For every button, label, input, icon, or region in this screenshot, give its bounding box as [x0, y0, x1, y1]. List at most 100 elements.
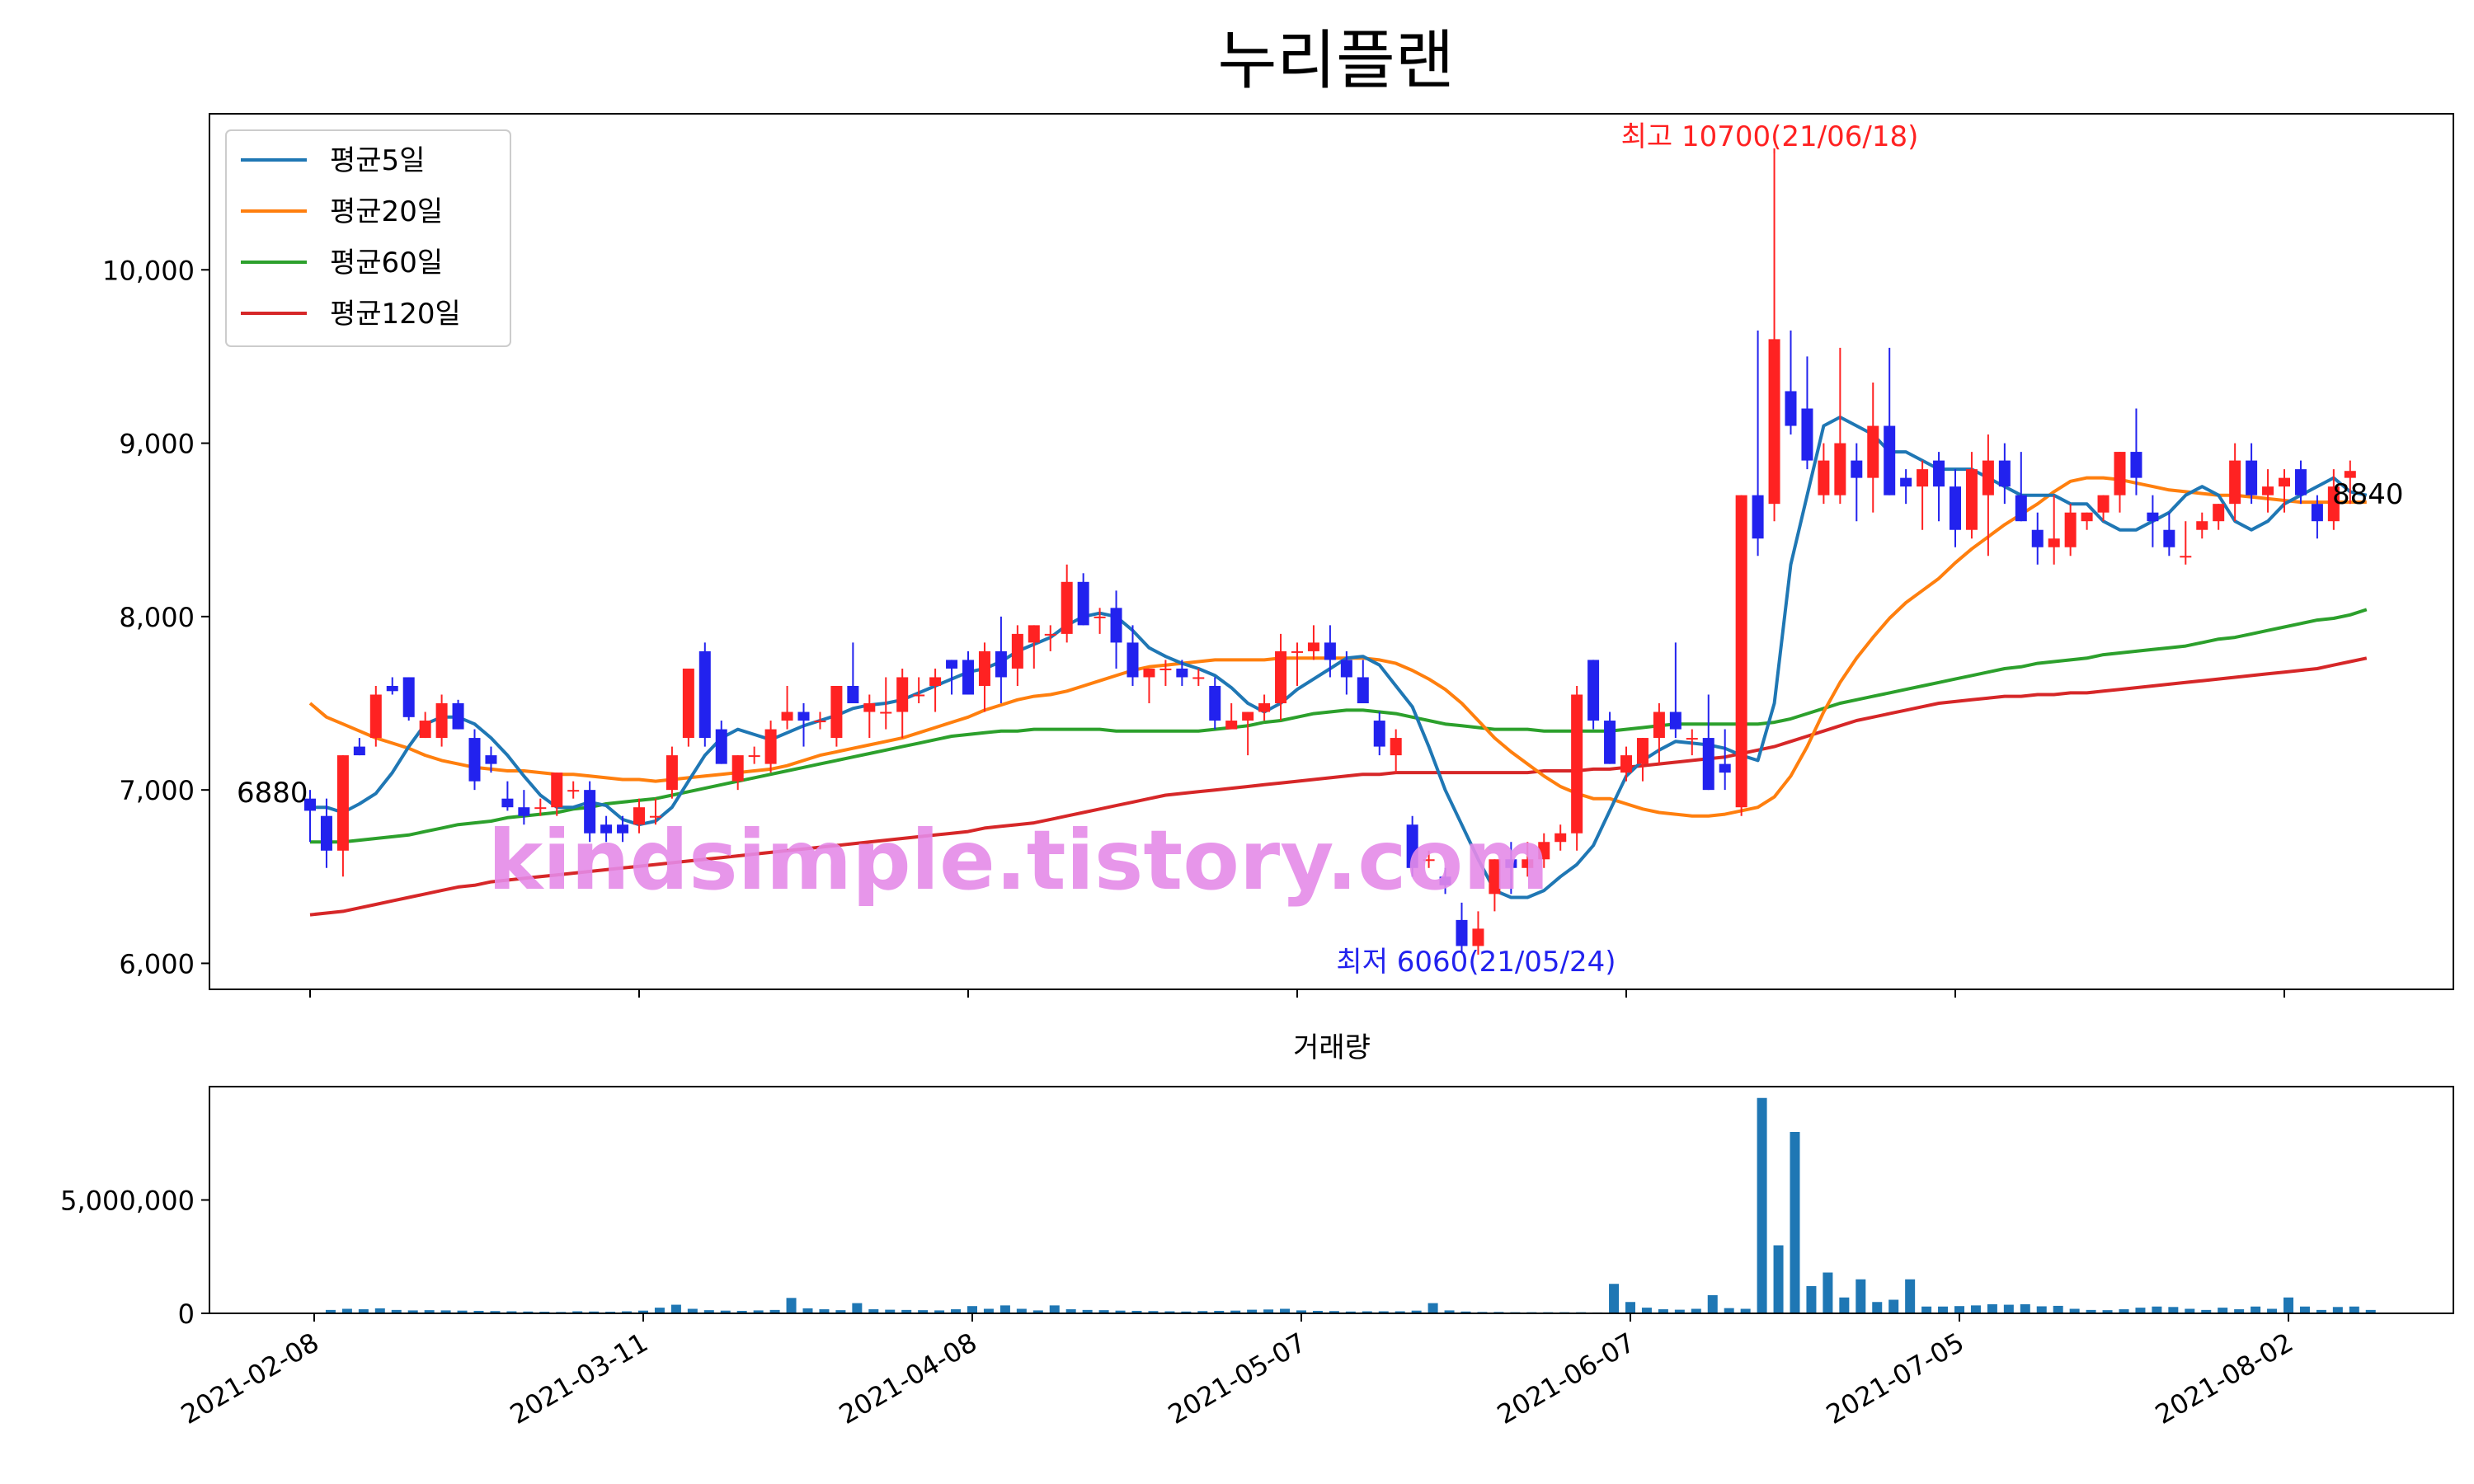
- volume-bar: [1115, 1310, 1126, 1313]
- candle-body: [2311, 504, 2323, 522]
- candle-body: [1324, 642, 1336, 660]
- volume-bar: [1839, 1297, 1850, 1313]
- candle: [1456, 902, 1468, 953]
- candle-body: [2015, 495, 2027, 522]
- candle: [369, 685, 382, 747]
- volume-bar: [1148, 1311, 1159, 1313]
- price-y-tick-label: 10,000: [102, 255, 195, 286]
- candle-body: [666, 755, 678, 791]
- candle-body: [419, 721, 431, 739]
- candle-body: [468, 738, 481, 782]
- volume-bar: [736, 1310, 747, 1313]
- volume-bar: [1707, 1295, 1718, 1313]
- candle: [1933, 452, 1945, 522]
- candle-body: [386, 685, 398, 692]
- candle: [1011, 625, 1023, 686]
- candle: [1307, 625, 1319, 660]
- candle: [419, 711, 431, 739]
- candle-body: [649, 815, 661, 818]
- price-y-tick-label: 7,000: [119, 775, 195, 806]
- candle-body: [978, 650, 990, 686]
- volume-bar: [1970, 1305, 1981, 1313]
- candle: [534, 798, 547, 816]
- candle-body: [320, 815, 332, 851]
- candle-body: [1094, 616, 1106, 618]
- volume-bar: [835, 1310, 846, 1313]
- volume-bar: [1724, 1308, 1734, 1313]
- volume-bar: [868, 1309, 879, 1313]
- volume-bar: [1164, 1311, 1175, 1313]
- volume-bar: [1806, 1286, 1817, 1313]
- candle: [1735, 495, 1747, 816]
- volume-bar: [407, 1310, 418, 1313]
- candle-body: [1818, 460, 1830, 495]
- candle-body: [2262, 486, 2274, 495]
- candle: [698, 642, 711, 747]
- candle: [1587, 660, 1600, 730]
- candle-body: [485, 755, 497, 764]
- price-axes: 6,000 7,000 8,000 9,000 10,000 최고 10700(21/0…: [102, 113, 2454, 998]
- candle: [304, 790, 316, 843]
- volume-bar: [1082, 1309, 1093, 1313]
- volume-bar: [1460, 1311, 1471, 1313]
- volume-bar: [687, 1308, 698, 1313]
- volume-bar: [473, 1310, 484, 1313]
- candle: [814, 711, 826, 730]
- volume-bar: [1181, 1311, 1192, 1313]
- volume-bar: [2316, 1309, 2326, 1313]
- candle: [2213, 504, 2225, 530]
- volume-y-tick-label: 5,000,000: [60, 1186, 195, 1217]
- volume-bar: [2036, 1306, 2047, 1313]
- volume-bar: [1888, 1299, 1899, 1313]
- volume-bar: [2349, 1306, 2359, 1313]
- candle-body: [1176, 668, 1188, 678]
- volume-bar: [1296, 1310, 1306, 1313]
- candle: [2048, 495, 2060, 565]
- candle-body: [2064, 512, 2077, 547]
- volume-y-ticks: 0 5,000,000: [60, 1186, 209, 1330]
- candle: [1110, 590, 1122, 669]
- candle: [2130, 408, 2142, 495]
- candle-body: [1653, 711, 1665, 739]
- candle-body: [1258, 703, 1271, 712]
- candle: [2279, 469, 2290, 513]
- candle-body: [962, 660, 974, 695]
- candle-body: [1242, 711, 1254, 721]
- volume-bar: [1329, 1311, 1339, 1313]
- candle: [1472, 911, 1484, 955]
- volume-bar: [341, 1308, 352, 1313]
- candle: [929, 668, 942, 712]
- candle: [617, 815, 629, 843]
- volume-bar: [2069, 1308, 2080, 1313]
- candle: [1143, 668, 1155, 704]
- candle: [2015, 452, 2027, 522]
- candle-body: [1604, 721, 1616, 764]
- candle-body: [1456, 919, 1468, 946]
- candle: [1752, 330, 1764, 556]
- candle-body: [1538, 842, 1550, 860]
- candle: [402, 677, 415, 721]
- candle-body: [748, 755, 760, 758]
- candle-body: [1884, 425, 1896, 495]
- candle-body: [633, 807, 645, 825]
- price-y-tick-label: 6,000: [119, 948, 195, 979]
- candle-body: [1110, 608, 1122, 643]
- candle-body: [518, 807, 530, 816]
- candle-body: [1011, 633, 1023, 669]
- volume-bar: [1378, 1311, 1389, 1313]
- legend-label-ma5: 평균5일: [330, 144, 425, 177]
- candle: [584, 781, 596, 843]
- candle: [880, 677, 892, 730]
- candle: [1357, 660, 1369, 704]
- candle: [1851, 443, 1863, 522]
- candle-body: [1982, 460, 1994, 495]
- volume-bar: [1872, 1302, 1883, 1313]
- candle: [863, 694, 876, 739]
- candle: [1242, 711, 1254, 756]
- candle-body: [353, 746, 365, 756]
- volume-bar: [1823, 1272, 1833, 1313]
- candle: [913, 677, 925, 704]
- candle-body: [2180, 556, 2192, 558]
- candle: [1061, 564, 1073, 643]
- volume-bar: [1032, 1310, 1043, 1313]
